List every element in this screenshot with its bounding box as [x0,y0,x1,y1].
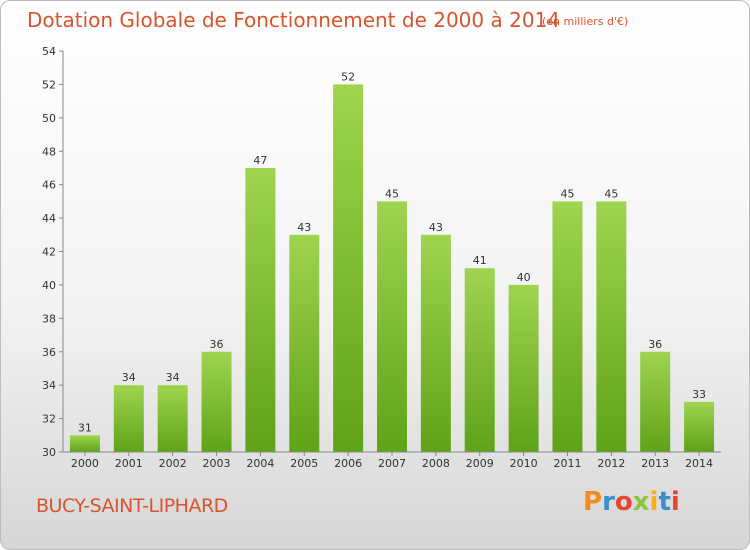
chart-title: Dotation Globale de Fonctionnement de 20… [27,8,560,32]
logo-letter: i [649,487,659,517]
bar-value-label: 43 [297,221,311,234]
y-tick-label: 44 [42,212,56,225]
x-tick-label: 2000 [71,457,99,470]
bar [245,167,276,453]
bar [420,234,451,452]
bar-value-label: 31 [78,421,92,434]
bar [289,234,320,452]
x-tick-label: 2004 [246,457,274,470]
bar [464,268,495,452]
y-tick-label: 46 [42,179,56,192]
bar-value-label: 47 [253,154,267,167]
bar [552,201,583,452]
x-tick-label: 2003 [203,457,231,470]
bar [684,401,715,452]
y-tick-label: 42 [42,246,56,259]
x-tick-label: 2012 [597,457,625,470]
y-tick-label: 38 [42,312,56,325]
x-tick-label: 2010 [510,457,538,470]
x-tick-label: 2006 [334,457,362,470]
bar [333,84,364,453]
x-tick-label: 2011 [553,457,581,470]
bar-value-label: 36 [648,338,662,351]
logo-letter: i [670,487,680,517]
bar-value-label: 34 [166,371,180,384]
x-tick-label: 2008 [422,457,450,470]
y-tick-label: 32 [42,413,56,426]
x-tick-label: 2013 [641,457,669,470]
logo-letter: r [602,487,615,517]
bar-value-label: 45 [385,187,399,200]
bar [640,351,671,452]
y-tick-label: 52 [42,78,56,91]
y-tick-label: 48 [42,145,56,158]
bar [508,284,539,452]
bar-value-label: 33 [692,388,706,401]
logo-letter: t [658,487,671,517]
y-tick-label: 40 [42,279,56,292]
bar [157,385,188,452]
bar-value-label: 34 [122,371,136,384]
bar-value-label: 52 [341,70,355,83]
x-tick-label: 2002 [159,457,187,470]
bar [69,435,100,452]
bar-value-label: 41 [473,254,487,267]
bar [596,201,627,452]
x-tick-label: 2009 [466,457,494,470]
logo-letter: x [632,487,650,517]
x-tick-label: 2001 [115,457,143,470]
proxiti-logo[interactable]: Proxiti [583,487,680,517]
bar-value-label: 45 [604,187,618,200]
bar [377,201,407,452]
logo-letter: P [583,487,603,517]
bar-value-label: 36 [210,338,224,351]
y-tick-label: 36 [42,346,56,359]
x-tick-label: 2007 [378,457,406,470]
y-tick-label: 50 [42,112,56,125]
y-tick-label: 30 [42,446,56,459]
y-tick-label: 54 [42,45,56,58]
bar-value-label: 45 [560,187,574,200]
logo-letter: o [614,487,633,517]
x-tick-label: 2014 [685,457,713,470]
bar-value-label: 43 [429,221,443,234]
x-tick-label: 2005 [290,457,318,470]
chart-subtitle: (en milliers d'€) [542,15,629,28]
bar [201,351,232,452]
bar [113,385,144,452]
y-tick-label: 34 [42,379,56,392]
bar-value-label: 40 [517,271,531,284]
place-name: BUCY-SAINT-LIPHARD [36,495,228,517]
